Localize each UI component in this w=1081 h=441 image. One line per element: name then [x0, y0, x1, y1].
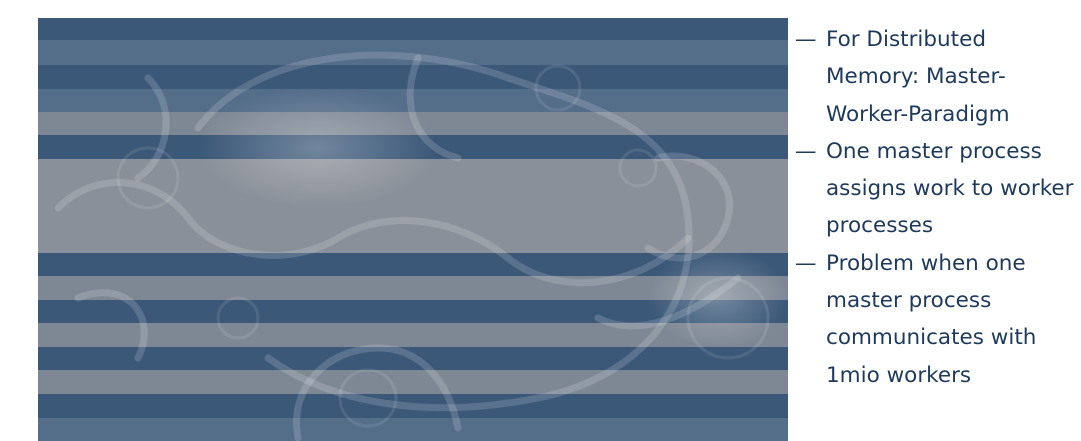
stripe-figure — [38, 18, 788, 441]
stripe-band — [38, 253, 788, 276]
fractal-background-icon — [54, 51, 788, 441]
bullet-text: Problem when one master process communic… — [826, 250, 1037, 388]
stripe-band — [38, 18, 788, 40]
bullet-text: For Distributed Memory: Master-Worker-Pa… — [826, 27, 1010, 127]
stripe-band — [38, 40, 788, 65]
stripe-band — [38, 347, 788, 370]
stripe-band — [38, 300, 788, 323]
bullet-text: One master process assigns work to worke… — [826, 138, 1074, 239]
stripe-band — [38, 418, 788, 441]
bullet-dash: — — [795, 27, 817, 52]
bullet-item: — One master process assigns work to wor… — [793, 133, 1081, 245]
stripe-band — [38, 394, 788, 418]
bullet-item: — For Distributed Memory: Master-Worker-… — [793, 21, 1081, 133]
bullet-dash: — — [795, 250, 817, 276]
bullet-item: — Problem when one master process commun… — [793, 245, 1081, 394]
stripe-band — [38, 89, 788, 112]
bullet-dash: — — [795, 138, 817, 164]
bullet-list: — For Distributed Memory: Master-Worker-… — [793, 21, 1081, 394]
stripe-band — [38, 65, 788, 89]
stripe-band — [38, 370, 788, 394]
